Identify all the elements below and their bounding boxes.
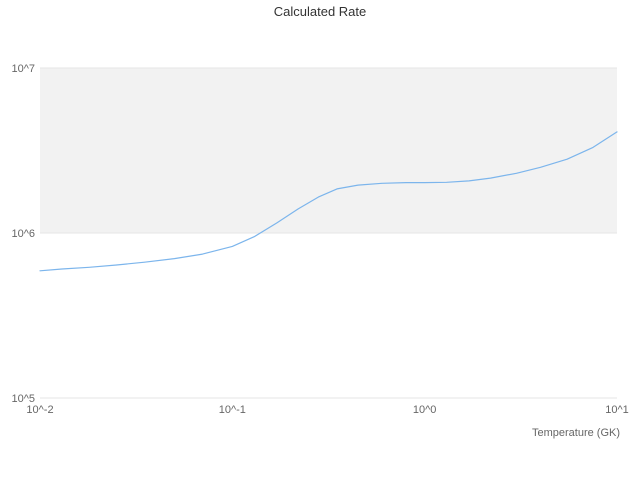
x-tick-label: 10^-2: [26, 404, 53, 416]
y-tick-label: 10^7: [11, 63, 35, 75]
y-axis-ticks: 10^5 10^6 10^7: [11, 63, 35, 405]
x-tick-label: 10^0: [413, 404, 437, 416]
x-tick-label: 10^-1: [219, 404, 246, 416]
chart-title: Calculated Rate: [274, 4, 367, 19]
y-tick-label: 10^6: [11, 228, 35, 240]
gridlines: [40, 67, 617, 399]
x-tick-label: 10^1: [605, 404, 629, 416]
plot-band: [40, 68, 617, 233]
y-tick-label: 10^5: [11, 393, 35, 405]
calculated-rate-line: [39, 131, 618, 272]
x-axis-title: Temperature (GK): [532, 427, 620, 439]
x-axis-ticks: 10^-2 10^-1 10^0 10^1: [26, 404, 628, 416]
